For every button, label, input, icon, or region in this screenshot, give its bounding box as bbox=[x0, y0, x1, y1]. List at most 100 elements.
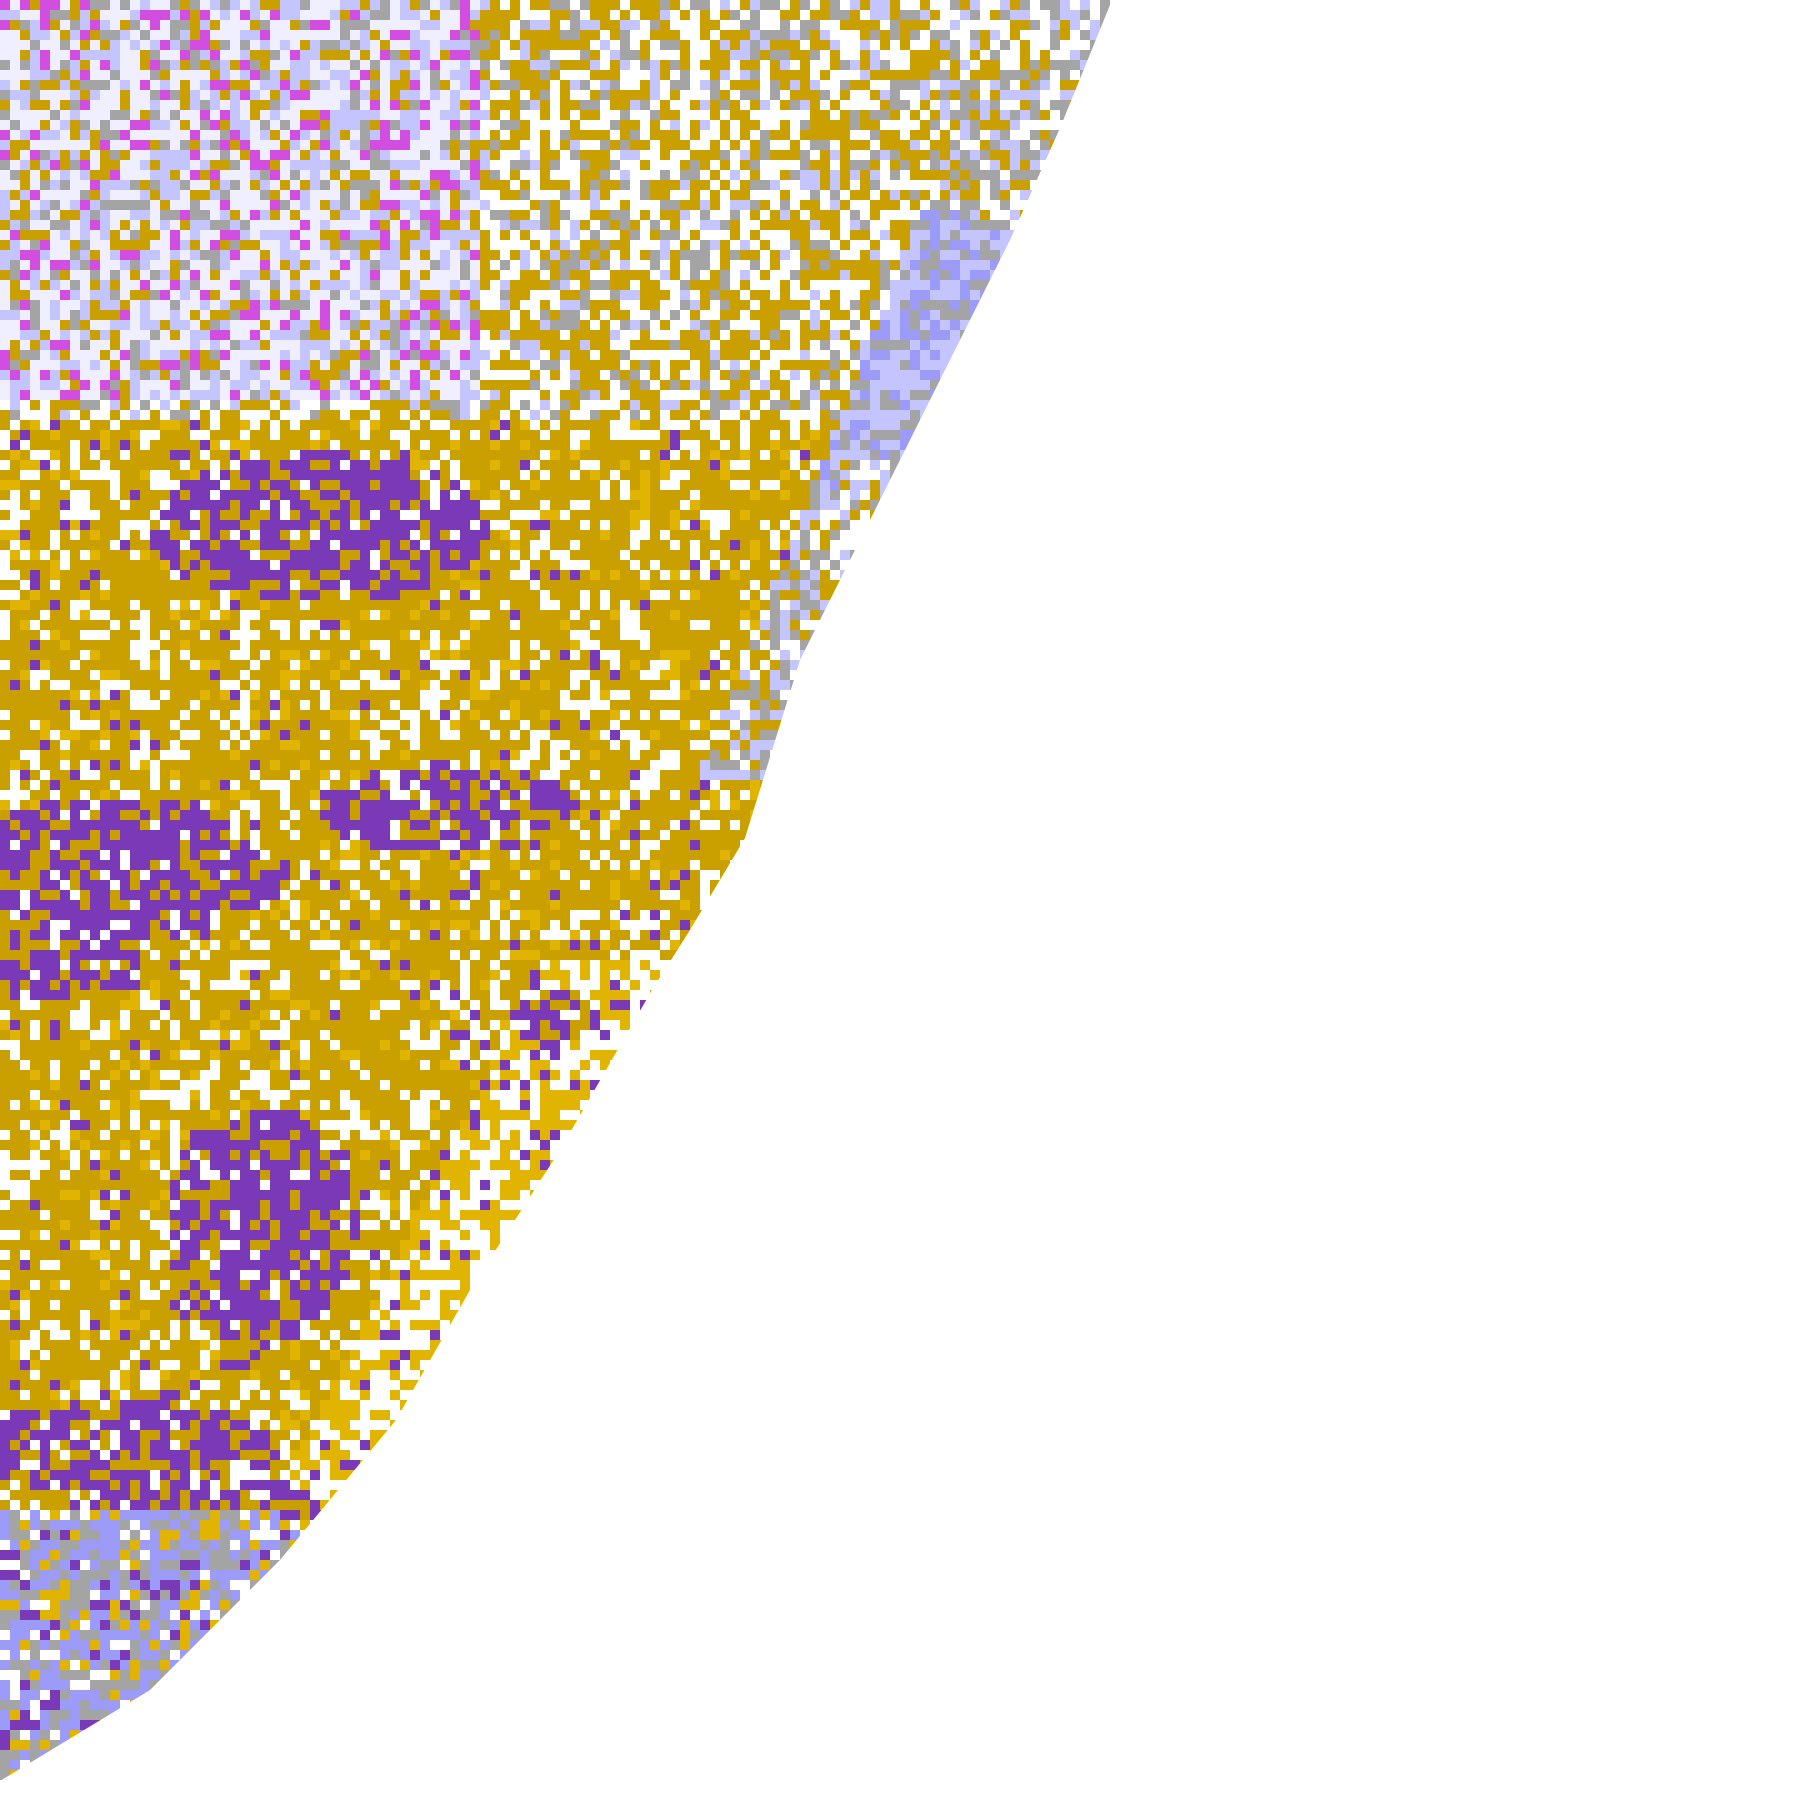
pixel-cell bbox=[360, 130, 370, 140]
pixel-cell bbox=[1090, 50, 1100, 60]
pixel-cell bbox=[1080, 250, 1090, 260]
pixel-cell bbox=[110, 280, 120, 290]
pixel-cell bbox=[450, 80, 460, 90]
pixel-cell bbox=[450, 390, 460, 400]
pixel-cell bbox=[420, 350, 430, 360]
pixel-cell bbox=[730, 30, 740, 40]
pixel-cell bbox=[600, 350, 610, 360]
pixel-cell bbox=[1020, 480, 1030, 490]
pixel-cell bbox=[550, 310, 560, 320]
pixel-cell bbox=[420, 240, 430, 250]
pixel-cell bbox=[250, 50, 260, 60]
pixel-cell bbox=[450, 380, 460, 390]
pixel-cell bbox=[50, 240, 60, 250]
pixel-cell bbox=[850, 500, 860, 510]
pixel-cell bbox=[340, 470, 350, 480]
pixel-cell bbox=[80, 40, 90, 50]
pixel-cell bbox=[850, 440, 860, 450]
pixel-cell bbox=[110, 450, 120, 460]
pixel-cell bbox=[640, 40, 650, 50]
pixel-cell bbox=[250, 490, 260, 500]
pixel-cell bbox=[220, 330, 230, 340]
pixel-cell bbox=[220, 240, 230, 250]
pixel-cell bbox=[160, 150, 170, 160]
pixel-cell bbox=[840, 150, 850, 160]
pixel-cell bbox=[130, 540, 140, 550]
pixel-cell bbox=[600, 420, 610, 430]
pixel-cell bbox=[470, 440, 480, 450]
pixel-cell bbox=[640, 270, 650, 280]
pixel-cell bbox=[840, 440, 850, 450]
pixel-cell bbox=[780, 480, 790, 490]
pixel-cell bbox=[850, 80, 860, 90]
pixel-cell bbox=[640, 360, 650, 370]
pixel-cell bbox=[180, 140, 190, 150]
pixel-cell bbox=[960, 270, 970, 280]
pixel-cell bbox=[1030, 210, 1040, 220]
pixel-cell bbox=[880, 510, 890, 520]
pixel-cell bbox=[1020, 70, 1030, 80]
pixel-cell bbox=[710, 540, 720, 550]
pixel-cell bbox=[890, 280, 900, 290]
pixel-cell bbox=[150, 220, 160, 230]
pixel-cell bbox=[210, 180, 220, 190]
pixel-cell bbox=[860, 270, 870, 280]
pixel-cell bbox=[950, 280, 960, 290]
pixel-cell bbox=[450, 110, 460, 120]
pixel-cell bbox=[870, 240, 880, 250]
pixel-cell bbox=[120, 150, 130, 160]
pixel-cell bbox=[990, 500, 1000, 510]
pixel-cell bbox=[550, 260, 560, 270]
pixel-cell bbox=[180, 330, 190, 340]
pixel-cell bbox=[520, 420, 530, 430]
pixel-cell bbox=[70, 520, 80, 530]
pixel-cell bbox=[920, 250, 930, 260]
pixel-cell bbox=[190, 370, 200, 380]
pixel-cell bbox=[220, 90, 230, 100]
pixel-cell bbox=[350, 430, 360, 440]
pixel-cell bbox=[1040, 380, 1050, 390]
pixel-cell bbox=[510, 430, 520, 440]
pixel-cell bbox=[310, 410, 320, 420]
pixel-cell bbox=[110, 340, 120, 350]
pixel-cell bbox=[800, 70, 810, 80]
pixel-cell bbox=[60, 290, 70, 300]
pixel-cell bbox=[430, 170, 440, 180]
pixel-cell bbox=[1000, 120, 1010, 130]
pixel-cell bbox=[180, 440, 190, 450]
pixel-cell bbox=[100, 130, 110, 140]
pixel-cell bbox=[1060, 450, 1070, 460]
pixel-cell bbox=[170, 200, 180, 210]
pixel-cell bbox=[600, 220, 610, 230]
pixel-cell bbox=[150, 320, 160, 330]
pixel-cell bbox=[170, 140, 180, 150]
pixel-cell bbox=[870, 10, 880, 20]
pixel-cell bbox=[530, 100, 540, 110]
pixel-cell bbox=[890, 10, 900, 20]
pixel-cell bbox=[890, 360, 900, 370]
pixel-cell bbox=[250, 370, 260, 380]
pixel-cell bbox=[130, 450, 140, 460]
pixel-cell bbox=[280, 490, 290, 500]
pixel-cell bbox=[780, 190, 790, 200]
pixel-cell bbox=[70, 370, 80, 380]
pixel-cell bbox=[210, 370, 220, 380]
pixel-cell bbox=[120, 330, 130, 340]
pixel-cell bbox=[1040, 0, 1050, 10]
pixel-cell bbox=[250, 510, 260, 520]
pixel-cell bbox=[520, 450, 530, 460]
pixel-cell bbox=[500, 330, 510, 340]
pixel-cell bbox=[600, 430, 610, 440]
pixel-cell bbox=[1110, 220, 1112, 230]
pixel-cell bbox=[180, 400, 190, 410]
pixel-cell bbox=[1040, 270, 1050, 280]
pixel-cell bbox=[260, 400, 270, 410]
pixel-cell bbox=[590, 370, 600, 380]
pixel-cell bbox=[120, 380, 130, 390]
pixel-cell bbox=[540, 140, 550, 150]
pixel-cell bbox=[430, 470, 440, 480]
pixel-cell bbox=[580, 260, 590, 270]
pixel-cell bbox=[1040, 240, 1050, 250]
pixel-cell bbox=[290, 220, 300, 230]
pixel-cell bbox=[30, 150, 40, 160]
